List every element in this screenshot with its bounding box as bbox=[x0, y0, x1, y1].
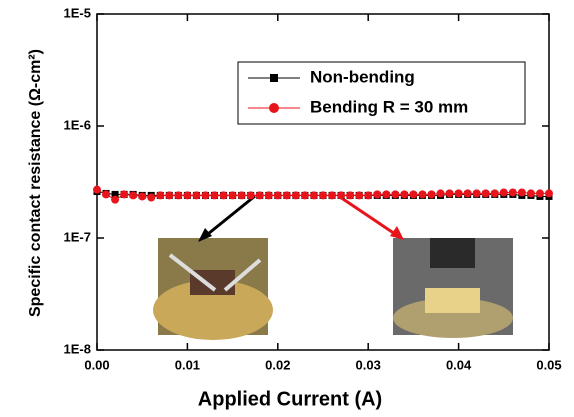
data-point bbox=[382, 190, 390, 198]
inset-photo bbox=[393, 238, 513, 338]
data-point bbox=[328, 191, 336, 199]
page: {"chart_data": {"type": "line", "xlabel"… bbox=[0, 0, 574, 417]
data-point bbox=[247, 191, 255, 199]
y-tick-label: 1E-8 bbox=[64, 341, 91, 356]
data-point bbox=[265, 191, 273, 199]
data-point bbox=[129, 191, 137, 199]
x-tick-label: 0.03 bbox=[356, 357, 381, 372]
data-point bbox=[174, 191, 182, 199]
data-point bbox=[274, 191, 282, 199]
data-point bbox=[437, 189, 445, 197]
data-point bbox=[418, 190, 426, 198]
data-point bbox=[427, 190, 435, 198]
data-point bbox=[509, 188, 517, 196]
data-point bbox=[229, 191, 237, 199]
data-point bbox=[545, 189, 553, 197]
data-point bbox=[319, 191, 327, 199]
x-tick-label: 0.02 bbox=[265, 357, 290, 372]
data-point bbox=[256, 191, 264, 199]
arrow-head bbox=[390, 226, 404, 240]
data-point bbox=[337, 191, 345, 199]
x-tick-label: 0.01 bbox=[175, 357, 200, 372]
data-point bbox=[292, 191, 300, 199]
data-point bbox=[147, 193, 155, 201]
data-point bbox=[464, 189, 472, 197]
data-point bbox=[238, 191, 246, 199]
data-point bbox=[220, 191, 228, 199]
data-point bbox=[355, 191, 363, 199]
x-axis-label: Applied Current (A) bbox=[198, 388, 382, 410]
data-point bbox=[283, 191, 291, 199]
legend-marker bbox=[270, 74, 278, 82]
data-point bbox=[455, 189, 463, 197]
data-point bbox=[364, 191, 372, 199]
data-point bbox=[192, 191, 200, 199]
x-tick-label: 0.04 bbox=[446, 357, 472, 372]
legend-marker bbox=[269, 103, 279, 113]
data-point bbox=[301, 191, 309, 199]
data-point bbox=[93, 186, 101, 194]
data-point bbox=[518, 188, 526, 196]
arrow bbox=[203, 196, 255, 238]
x-tick-label: 0.00 bbox=[84, 357, 109, 372]
data-point bbox=[373, 190, 381, 198]
data-point bbox=[446, 189, 454, 197]
data-point bbox=[491, 189, 499, 197]
data-point bbox=[500, 188, 508, 196]
data-point bbox=[536, 189, 544, 197]
legend-label: Bending R = 30 mm bbox=[310, 97, 468, 116]
data-point bbox=[165, 191, 173, 199]
arrow bbox=[340, 197, 398, 236]
inset-photo bbox=[153, 238, 273, 340]
data-point bbox=[120, 190, 128, 198]
chart: Applied Current (A) Specific contact res… bbox=[0, 0, 574, 417]
data-point bbox=[310, 191, 318, 199]
x-tick-label: 0.05 bbox=[536, 357, 561, 372]
y-tick-label: 1E-5 bbox=[64, 5, 91, 20]
data-point bbox=[156, 191, 164, 199]
data-point bbox=[482, 189, 490, 197]
data-point bbox=[473, 189, 481, 197]
data-point bbox=[111, 196, 119, 204]
data-point bbox=[211, 191, 219, 199]
data-point bbox=[346, 191, 354, 199]
data-point bbox=[409, 190, 417, 198]
data-point bbox=[400, 190, 408, 198]
y-tick-label: 1E-7 bbox=[64, 229, 91, 244]
data-point bbox=[201, 191, 209, 199]
data-point bbox=[183, 191, 191, 199]
y-tick-label: 1E-6 bbox=[64, 117, 91, 132]
y-axis-label: Specific contact resistance (Ω-cm²) bbox=[27, 49, 44, 317]
legend-label: Non-bending bbox=[310, 67, 415, 86]
data-point bbox=[391, 190, 399, 198]
data-point bbox=[527, 189, 535, 197]
data-point bbox=[138, 192, 146, 200]
data-point bbox=[102, 190, 110, 198]
